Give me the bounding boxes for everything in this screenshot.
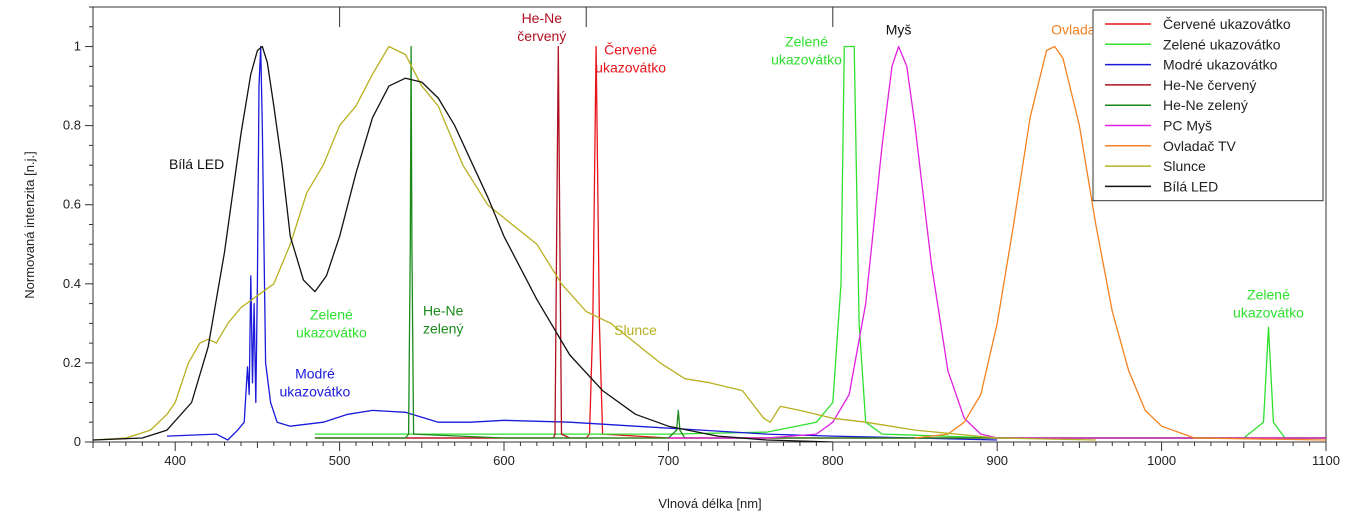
annotation: He-Ne zelený xyxy=(423,302,464,336)
series-line-1 xyxy=(314,45,1326,439)
y-tick-label: 0 xyxy=(74,434,81,449)
annotation: Bílá LED xyxy=(169,156,224,172)
annotation-line: Zelené xyxy=(310,306,353,322)
legend-label: Zelené ukazovátko xyxy=(1163,36,1281,52)
legend-label: He-Ne zelený xyxy=(1163,97,1248,113)
annotation: Myš xyxy=(886,22,912,38)
x-axis: 400 500 600 700 800 900 1000 1100 xyxy=(92,442,1340,468)
series-line-6 xyxy=(914,45,1326,441)
annotation: Červené ukazovátko xyxy=(595,41,666,75)
legend-label: Slunce xyxy=(1163,158,1206,174)
x-tick-label: 800 xyxy=(822,453,844,468)
y-axis: 0 0.2 0.4 0.6 0.8 1 xyxy=(63,6,93,449)
annotation-line: ukazovátko xyxy=(296,324,367,340)
annotation-line: Zelené xyxy=(1247,287,1290,303)
annotation: Zelené ukazovátko xyxy=(771,34,842,68)
x-tick-label: 1000 xyxy=(1147,453,1176,468)
y-tick-label: 0.8 xyxy=(63,118,81,133)
annotation: Slunce xyxy=(614,322,657,338)
annotation-line: Zelené xyxy=(785,34,828,50)
y-tick-label: 0.4 xyxy=(63,276,81,291)
annotation-line: ukazovátko xyxy=(280,384,351,400)
annotation: He-Ne červený xyxy=(517,10,566,44)
annotation-line: Myš xyxy=(886,22,912,38)
x-tick-label: 500 xyxy=(329,453,351,468)
annotation: Modré ukazovátko xyxy=(280,366,351,400)
annotation-line: ukazovátko xyxy=(771,52,842,68)
annotation-line: He-Ne xyxy=(522,10,563,26)
legend-label: Ovladač TV xyxy=(1163,138,1237,154)
annotation-line: Modré xyxy=(295,366,335,382)
legend: Červené ukazovátko Zelené ukazovátko Modré… xyxy=(1092,9,1324,202)
annotation-line: ukazovátko xyxy=(1233,305,1304,321)
annotation: Zelené ukazovátko xyxy=(1233,287,1304,321)
x-tick-label: 1100 xyxy=(1312,453,1340,468)
x-axis-label: Vlnová délka [nm] xyxy=(658,496,761,511)
y-axis-label: Normovaná intenzita [n.j.] xyxy=(22,151,37,298)
series-line-2 xyxy=(166,45,998,441)
annotation-line: červený xyxy=(517,28,566,44)
y-tick-label: 0.6 xyxy=(63,197,81,212)
annotation-line: Slunce xyxy=(614,322,657,338)
annotation-line: He-Ne xyxy=(423,302,464,318)
series-line-5 xyxy=(668,45,1326,439)
annotation: Zelené ukazovátko xyxy=(296,306,367,340)
annotation-line: Bílá LED xyxy=(169,156,224,172)
legend-label: Bílá LED xyxy=(1163,178,1218,194)
series-layer xyxy=(93,45,1326,442)
legend-label: He-Ne červený xyxy=(1163,77,1256,93)
x-tick-label: 400 xyxy=(164,453,186,468)
annotation-line: zelený xyxy=(423,320,463,336)
legend-label: Modré ukazovátko xyxy=(1163,57,1278,73)
legend-label: PC Myš xyxy=(1163,118,1212,134)
series-line-8 xyxy=(93,45,833,442)
x-tick-label: 700 xyxy=(658,453,680,468)
annotation-line: ukazovátko xyxy=(595,59,666,75)
x-tick-label: 600 xyxy=(493,453,515,468)
y-tick-label: 0.2 xyxy=(63,355,81,370)
series-line-4 xyxy=(314,45,1326,439)
y-tick-label: 1 xyxy=(74,39,81,54)
annotation-layer: Bílá LED Modré ukazovátko Zelené ukazovátko H… xyxy=(169,10,1304,400)
annotation-line: Červené xyxy=(604,41,657,57)
legend-label: Červené ukazovátko xyxy=(1163,16,1291,32)
x-tick-label: 900 xyxy=(986,453,1008,468)
